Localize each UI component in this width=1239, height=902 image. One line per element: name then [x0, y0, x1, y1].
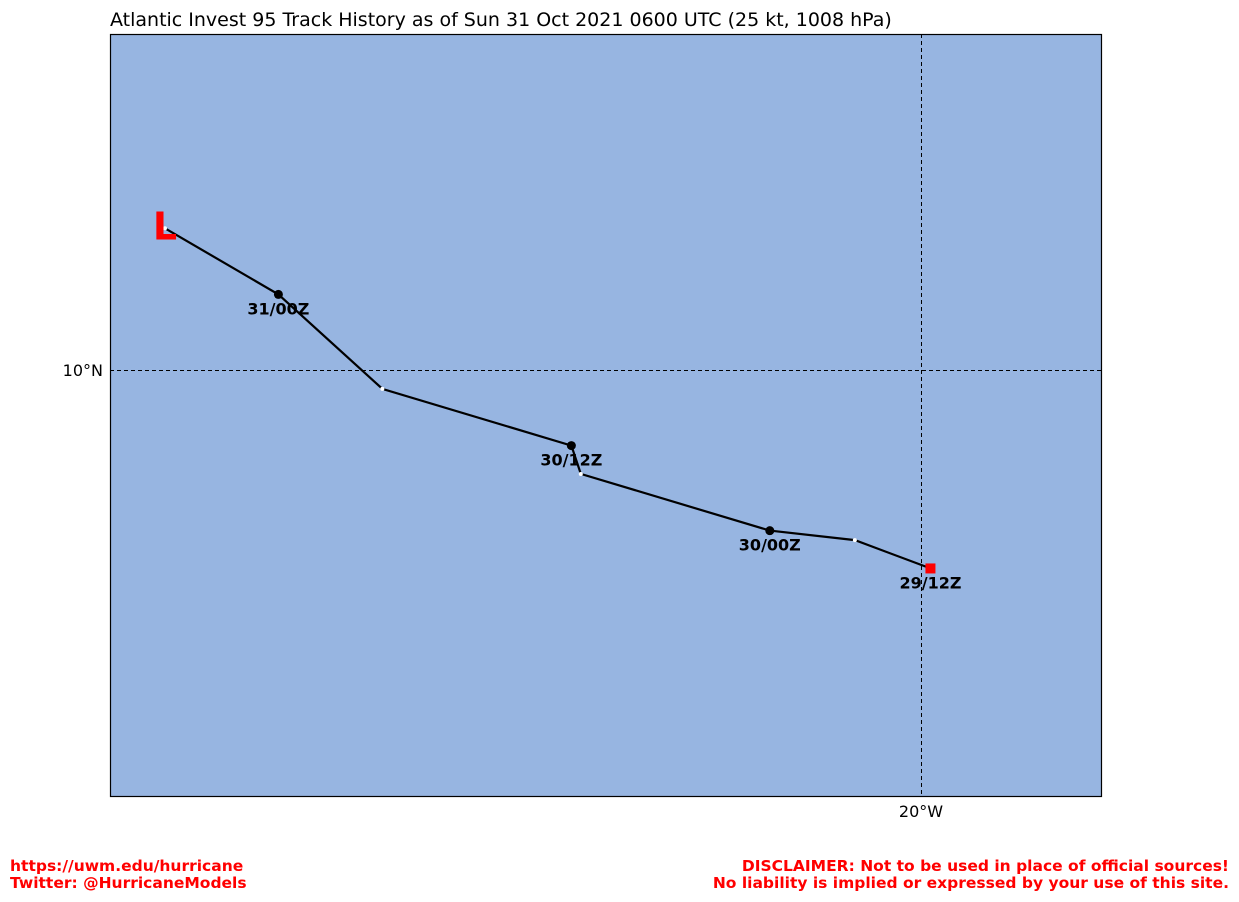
intermediate-track-marker: [852, 538, 857, 543]
intermediate-track-marker: [380, 386, 385, 391]
track-time-label: 29/12Z: [899, 573, 961, 592]
footer-twitter[interactable]: Twitter: @HurricaneModels: [10, 874, 247, 892]
longitude-tick-label: 20°W: [899, 802, 943, 821]
track-line: [164, 227, 931, 570]
track-time-label: 31/00Z: [247, 299, 309, 318]
track-point-marker: [765, 526, 775, 536]
footer-disclaimer-line2: No liability is implied or expressed by …: [712, 874, 1229, 892]
track-point-marker: [566, 441, 576, 451]
footer-left: https://uwm.edu/hurricane Twitter: @Hurr…: [10, 858, 247, 892]
low-pressure-symbol: L: [153, 204, 177, 248]
track-layer: [163, 226, 936, 574]
genesis-square-marker: [925, 563, 936, 574]
track-label-layer: 29/12Z 30/00Z 30/12Z 31/00Z L: [153, 204, 962, 592]
ocean-background: [110, 34, 1102, 797]
track-time-label: 30/00Z: [739, 536, 801, 555]
footer-disclaimer-line1: DISCLAIMER: Not to be used in place of o…: [741, 857, 1229, 875]
footer-right: DISCLAIMER: Not to be used in place of o…: [713, 858, 1229, 892]
map-title: Atlantic Invest 95 Track History as of S…: [110, 9, 892, 31]
current-position-point: [163, 226, 167, 231]
latitude-tick-label: 10°N: [63, 361, 103, 380]
map-frame: [109, 33, 1103, 798]
intermediate-track-marker: [578, 471, 583, 476]
footer-url[interactable]: https://uwm.edu/hurricane: [10, 857, 244, 875]
track-point-marker: [273, 289, 283, 299]
track-time-label: 30/12Z: [540, 451, 602, 470]
